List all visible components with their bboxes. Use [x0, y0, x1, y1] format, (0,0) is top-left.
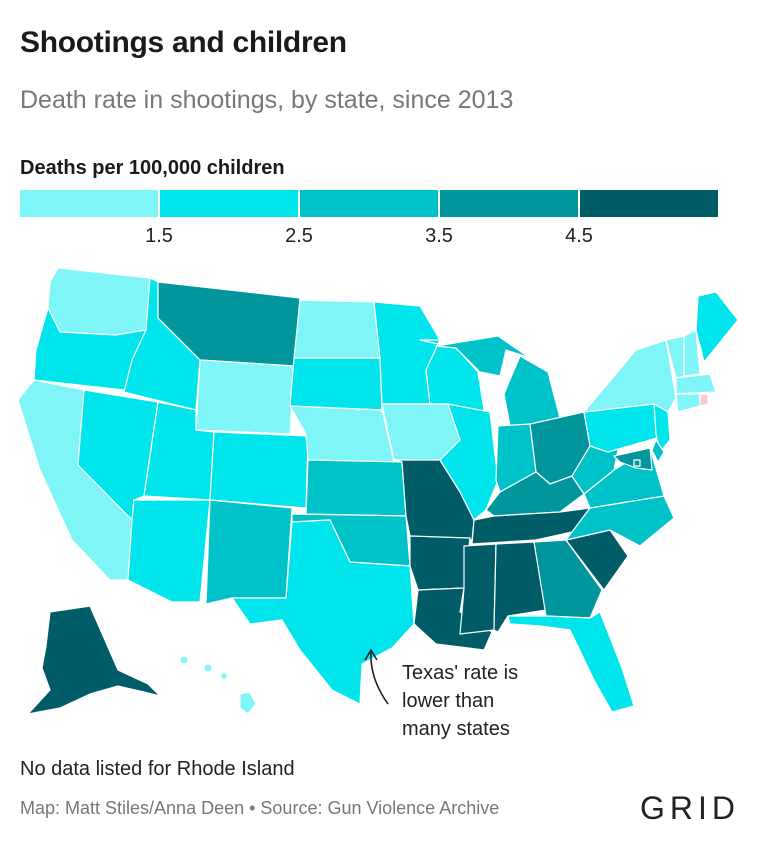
state-HI-island-2 [203, 663, 213, 673]
state-HI-island-1 [179, 655, 189, 665]
state-AZ [127, 499, 211, 603]
no-data-note: No data listed for Rhode Island [20, 758, 295, 780]
state-TX [231, 519, 415, 705]
state-NJ [653, 403, 671, 453]
chart-subtitle: Death rate in shootings, by state, since… [20, 86, 514, 114]
legend-tick-1: 1.5 [145, 225, 173, 247]
state-HI [239, 691, 257, 715]
legend-color-scale [20, 190, 718, 217]
state-MS [459, 543, 497, 635]
state-NH [683, 329, 701, 377]
state-MA [675, 373, 717, 395]
us-choropleth-map: Texas' rate is lower than many states [17, 267, 739, 740]
chart-title: Shootings and children [20, 26, 347, 59]
state-MI [435, 335, 531, 377]
state-SD [289, 357, 383, 411]
legend-tick-4: 4.5 [565, 225, 593, 247]
state-AR [409, 535, 471, 591]
legend-title: Deaths per 100,000 children [20, 157, 285, 179]
state-GA [533, 539, 603, 619]
state-CO [209, 431, 309, 509]
state-NY [583, 339, 677, 413]
annotation-arrowhead [364, 648, 378, 661]
state-ND [293, 299, 381, 359]
state-WA [47, 267, 151, 336]
state-DE [651, 439, 665, 463]
grid-logo: GRID [640, 790, 740, 826]
state-KS [305, 459, 407, 517]
legend-swatch-5 [580, 190, 718, 217]
legend-swatch-2 [160, 190, 300, 217]
state-AK [27, 605, 161, 715]
legend-tick-2: 2.5 [285, 225, 313, 247]
legend-swatch-1 [20, 190, 160, 217]
state-NM [205, 499, 293, 605]
legend-swatch-4 [440, 190, 580, 217]
state-ME [695, 291, 739, 363]
annotation-line-1: Texas' rate is [402, 662, 518, 684]
state-MD [613, 447, 653, 471]
state-CT [675, 393, 701, 413]
source-credit: Map: Matt Stiles/Anna Deen • Source: Gun… [20, 798, 500, 818]
legend-swatch-3 [300, 190, 440, 217]
state-MI-lower [503, 355, 561, 427]
state-HI-island-3 [219, 671, 229, 681]
state-WY [195, 359, 295, 435]
annotation-line-2: lower than [402, 690, 494, 712]
legend-tick-3: 3.5 [425, 225, 453, 247]
annotation-arrow [370, 651, 389, 705]
state-DC [633, 459, 641, 467]
state-RI [699, 393, 709, 407]
state-FL [507, 611, 635, 713]
annotation-line-3: many states [402, 718, 510, 740]
